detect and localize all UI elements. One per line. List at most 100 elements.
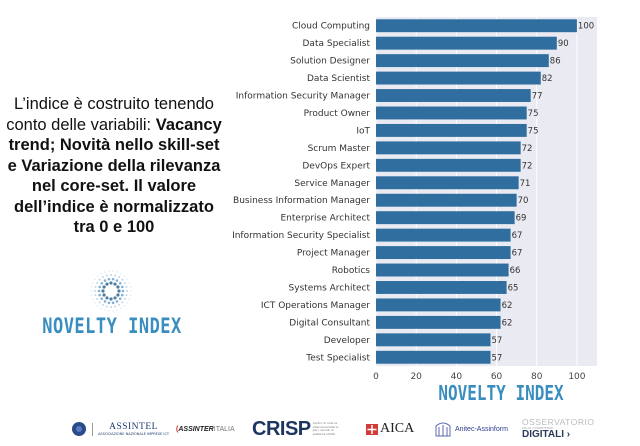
logo-dot: [121, 278, 124, 281]
bar-value-label: 82: [542, 74, 553, 84]
logo-dot: [103, 279, 107, 282]
y-tick-label: Test Specialist: [305, 353, 370, 363]
y-tick-label: Data Specialist: [303, 39, 371, 49]
bar-value-label: 86: [550, 57, 561, 67]
logo-dot: [97, 289, 101, 293]
x-tick-label: 100: [568, 372, 585, 382]
bar: [376, 228, 511, 242]
logo-dot: [101, 289, 105, 293]
y-tick-label: Business Information Manager: [233, 196, 370, 206]
bar-value-label: 67: [512, 249, 523, 259]
assinter-logo: (ASSINTERITALIA: [176, 425, 235, 433]
logo-dot: [105, 305, 108, 308]
logo-dot: [123, 282, 126, 284]
assintel-logo: ASSINTEL ASSOCIAZIONE NAZIONALE IMPRESE …: [70, 412, 169, 446]
logo-dot: [94, 285, 97, 288]
logo-dot: [104, 271, 106, 273]
logo-dot: [130, 290, 132, 292]
y-tick-label: Data Scientist: [307, 74, 370, 84]
bar-value-label: 69: [516, 214, 527, 224]
logo-dot: [123, 305, 126, 307]
assinter-suffix: ITALIA: [213, 425, 235, 433]
logo-dot: [98, 301, 101, 304]
osservatorio-subtitle: DELLE COMPETENZE: [522, 426, 554, 430]
bar: [376, 193, 517, 207]
x-tick-label: 60: [491, 372, 503, 382]
logo-dot: [90, 294, 93, 296]
logo-dot: [113, 296, 117, 300]
novelty-index-logo-text: NOVELTY INDEX: [42, 314, 182, 339]
eagle-emblem-icon: [72, 422, 86, 436]
anitec-emblem-icon: [435, 422, 451, 437]
description-intro: L’indice è costruito tenendo conto delle…: [6, 95, 214, 134]
logo-dot: [116, 309, 118, 311]
assintel-name: ASSINTEL: [109, 421, 158, 432]
logo-dot: [90, 286, 93, 288]
logo-dot: [116, 285, 120, 289]
bar-value-label: 57: [492, 353, 503, 363]
bar-value-label: 75: [528, 126, 539, 136]
logo-dot: [116, 271, 118, 273]
bar-value-label: 71: [520, 179, 531, 189]
logo-dot: [125, 294, 128, 297]
logo-dot: [96, 275, 99, 277]
anitec-name: Anitec-Assinform: [455, 425, 508, 433]
bar: [376, 315, 501, 329]
y-tick-label: IoT: [356, 126, 370, 136]
plot-background: [376, 17, 597, 366]
bar-value-label: 70: [518, 196, 529, 206]
logo-dot: [114, 305, 117, 308]
bar: [376, 36, 557, 50]
y-tick-label: Digital Consultant: [289, 318, 370, 328]
logo-dot: [120, 307, 122, 310]
bar: [376, 281, 507, 294]
x-tick-label: 80: [531, 372, 543, 382]
y-tick-label: Scrum Master: [308, 144, 371, 154]
logo-dot: [111, 277, 115, 281]
assinter-name: ASSINTER: [178, 425, 214, 433]
logo-dot: [108, 270, 110, 272]
logo-dot: [129, 294, 132, 296]
y-tick-label: Information Security Manager: [236, 92, 371, 102]
logo-dot: [126, 301, 128, 304]
logo-dot: [123, 298, 126, 300]
bar-value-label: 72: [522, 161, 533, 171]
y-tick-label: ICT Operations Manager: [261, 301, 370, 311]
y-tick-label: Cloud Computing: [292, 22, 370, 32]
logo-dot: [98, 285, 102, 289]
osservatorio-logo: OSSERVATORIO DELLE COMPETENZE DIGITALI ›: [522, 412, 594, 446]
bar-value-label: 100: [578, 22, 594, 32]
logo-dot: [105, 296, 109, 300]
logo-dot: [102, 293, 106, 297]
bar: [376, 106, 527, 120]
logo-dot: [94, 278, 96, 281]
logo-dot: [128, 298, 131, 300]
y-tick-label: Enterprise Architect: [280, 214, 370, 224]
description-variables: Vacancy trend; Novità nello skill-set e …: [7, 115, 222, 237]
logo-dot: [104, 309, 106, 311]
crisp-logo: CRISP centro di ricerca interuniversitar…: [252, 412, 341, 446]
bar: [376, 176, 519, 190]
logo-dot: [128, 282, 131, 284]
logo-dot: [123, 275, 126, 277]
logo-dot: [103, 300, 107, 303]
logo-dot: [100, 281, 104, 285]
bar: [376, 263, 509, 277]
logo-dot: [118, 297, 122, 301]
logo-dot: [98, 278, 101, 281]
logo-dot: [102, 276, 104, 279]
bar-value-label: 77: [532, 92, 543, 102]
bar: [376, 19, 577, 33]
logo-dot: [107, 301, 111, 305]
bar: [376, 158, 521, 172]
bar-value-label: 65: [508, 283, 519, 293]
novelty-index-chart: 0 20 40 60 80 100 Cloud Computing 100 Data Speci…: [232, 17, 597, 382]
y-tick-label: Robotics: [332, 266, 371, 276]
logo-dot: [111, 301, 115, 305]
logo-dot: [91, 282, 94, 284]
bar: [376, 141, 521, 155]
index-description: L’indice è costruito tenendo conto delle…: [6, 94, 222, 238]
y-tick-label: Information Security Specialist: [232, 231, 370, 241]
assintel-subtitle: ASSOCIAZIONE NAZIONALE IMPRESE ICT: [98, 431, 170, 436]
bar: [376, 89, 531, 102]
